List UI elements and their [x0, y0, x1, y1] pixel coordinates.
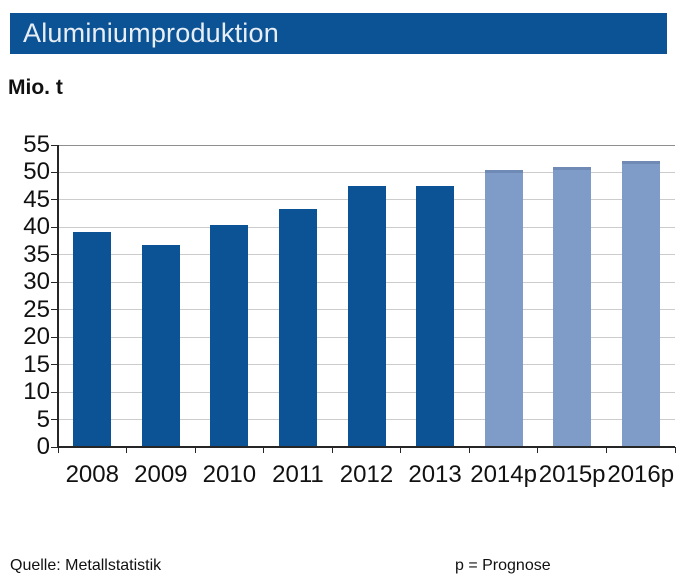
y-axis-unit-label: Mio. t	[8, 76, 63, 99]
bar-2008	[73, 231, 112, 447]
x-tick-mark	[468, 447, 470, 453]
y-tick-mark	[51, 199, 58, 201]
bar-2016p	[621, 161, 660, 447]
x-tick-label-2013: 2013	[408, 461, 462, 488]
y-tick-mark	[51, 281, 58, 283]
x-tick-mark	[400, 447, 402, 453]
y-tick-label: 0	[36, 433, 50, 460]
y-tick-label: 20	[23, 323, 50, 351]
y-tick-label: 50	[23, 158, 50, 186]
x-tick-mark	[126, 447, 128, 453]
y-tick-mark	[51, 254, 58, 256]
y-tick-mark	[51, 309, 58, 311]
y-tick-label: 5	[36, 405, 50, 433]
x-tick-label-2011: 2011	[272, 461, 324, 488]
source-label: Quelle: Metallstatistik	[10, 557, 162, 574]
x-tick-mark	[537, 447, 539, 453]
y-tick-mark	[51, 171, 58, 173]
x-tick-label-2009: 2009	[134, 461, 188, 488]
y-tick-label: 30	[23, 268, 50, 296]
bar-2014p	[484, 169, 523, 447]
y-tick-label: 15	[23, 350, 50, 378]
x-tick-label-2016p: 2016p	[607, 461, 675, 488]
y-tick-label: 40	[23, 213, 50, 241]
x-tick-label-2012: 2012	[339, 461, 394, 488]
bar-2010	[210, 225, 249, 447]
y-tick-label: 35	[23, 240, 50, 268]
bar-2013	[416, 185, 455, 447]
gridline-50	[58, 171, 675, 173]
x-tick-mark	[674, 447, 676, 453]
y-axis-line	[57, 145, 59, 447]
x-tick-mark	[605, 447, 607, 453]
y-tick-label: 45	[23, 185, 50, 213]
bar-2009	[141, 244, 180, 447]
x-tick-label-2010: 2010	[202, 461, 257, 488]
gridline-55	[58, 144, 675, 146]
forecast-note-label: p = Prognose	[455, 557, 551, 574]
x-tick-label-2015p: 2015p	[538, 461, 606, 488]
chart-title: Aluminiumproduktion	[23, 18, 279, 48]
x-tick-mark	[263, 447, 265, 453]
x-tick-label-2008: 2008	[65, 461, 119, 488]
y-tick-mark	[51, 446, 58, 448]
x-tick-mark	[194, 447, 196, 453]
y-tick-mark	[51, 364, 58, 366]
bar-2011	[278, 209, 317, 447]
y-tick-mark	[51, 144, 58, 146]
y-tick-label: 25	[23, 295, 50, 323]
y-tick-mark	[51, 391, 58, 393]
y-tick-mark	[51, 419, 58, 421]
y-tick-label: 55	[23, 131, 50, 158]
bar-2015p	[553, 166, 592, 447]
bar-2012	[347, 185, 386, 447]
y-tick-mark	[51, 226, 58, 228]
x-tick-mark	[331, 447, 333, 453]
y-tick-mark	[51, 336, 58, 338]
x-axis-line	[57, 446, 675, 448]
x-tick-mark	[57, 447, 59, 453]
chart-title-bar: Aluminiumproduktion	[10, 13, 667, 54]
y-tick-label: 10	[23, 378, 50, 406]
x-tick-label-2014p: 2014p	[470, 461, 537, 488]
